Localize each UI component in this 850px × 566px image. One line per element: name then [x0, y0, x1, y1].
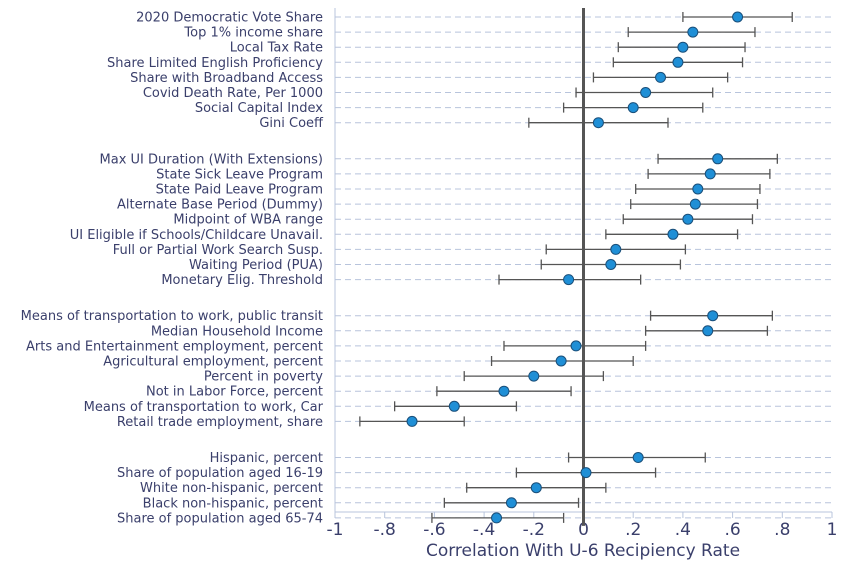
row-label-share-with-broadband-access: Share with Broadband Access [130, 71, 323, 86]
estimate-point-means-of-transportation-to-work-car [448, 400, 460, 412]
row-label-covid-death-rate-per-1000: Covid Death Rate, Per 1000 [143, 86, 323, 101]
row-label-state-paid-leave-program: State Paid Leave Program [156, 183, 323, 198]
x-tick-label: 0 [578, 520, 589, 540]
row-label-midpoint-of-wba-range: Midpoint of WBA range [173, 213, 323, 228]
row-label-waiting-period-pua: Waiting Period (PUA) [189, 258, 323, 273]
estimate-point-state-paid-leave-program [692, 183, 704, 195]
estimate-point-waiting-period-pua [605, 259, 617, 270]
estimate-point-covid-death-rate-per-1000 [640, 87, 652, 98]
row-label-alternate-base-period-dummy: Alternate Base Period (Dummy) [117, 198, 323, 213]
row-label-share-of-population-aged-65-74: Share of population aged 65-74 [117, 511, 323, 526]
x-tick-label: -.2 [523, 520, 545, 540]
confidence-interval-layer [359, 12, 793, 523]
estimate-point-black-non-hispanic-percent [505, 497, 517, 509]
estimate-point-white-non-hispanic-percent [530, 482, 542, 494]
estimate-point-share-of-population-aged-16-19 [580, 467, 592, 479]
row-label-percent-in-poverty: Percent in poverty [204, 370, 323, 385]
estimate-point-agricultural-employment-percent [555, 355, 567, 367]
row-label-social-capital-index: Social Capital Index [195, 101, 323, 116]
estimate-point-median-household-income [702, 325, 714, 337]
estimate-point-full-or-partial-work-search-susp [610, 243, 622, 255]
estimate-point-not-in-labor-force-percent [498, 385, 510, 397]
row-label-not-in-labor-force-percent: Not in Labor Force, percent [146, 385, 323, 400]
estimate-point-state-sick-leave-program [704, 168, 716, 180]
row-label-black-non-hispanic-percent: Black non-hispanic, percent [143, 496, 323, 511]
row-label-means-of-transportation-to-work-car: Means of transportation to work, Car [84, 400, 324, 415]
x-tick-label: .4 [675, 520, 691, 540]
x-tick-label: 1 [827, 520, 838, 540]
estimate-point-share-with-broadband-access [655, 71, 667, 83]
row-label-max-ui-duration-with-extensions: Max UI Duration (With Extensions) [100, 152, 323, 167]
x-tick-label: -.8 [374, 520, 396, 540]
x-tick-label: -1 [327, 520, 344, 540]
estimate-point-2020-democratic-vote-share [732, 11, 744, 23]
row-label-local-tax-rate: Local Tax Rate [230, 41, 323, 56]
row-label-monetary-elig-threshold: Monetary Elig. Threshold [161, 273, 323, 288]
row-label-hispanic-percent: Hispanic, percent [210, 451, 323, 466]
estimate-point-retail-trade-employment-share [406, 415, 418, 427]
x-tick-label: .2 [625, 520, 641, 540]
estimate-point-monetary-elig-threshold [563, 274, 575, 286]
estimate-point-means-of-transportation-to-work-public-transit [707, 310, 719, 322]
row-label-state-sick-leave-program: State Sick Leave Program [156, 167, 323, 182]
estimate-point-hispanic-percent [632, 452, 644, 463]
estimate-point-max-ui-duration-with-extensions [712, 153, 724, 165]
estimate-point-share-limited-english-proficiency [672, 56, 684, 68]
row-label-retail-trade-employment-share: Retail trade employment, share [117, 415, 323, 430]
row-label-means-of-transportation-to-work-public-transit: Means of transportation to work, public … [21, 309, 323, 324]
row-label-white-non-hispanic-percent: White non-hispanic, percent [140, 481, 323, 496]
row-label-arts-and-entertainment-employment-percent: Arts and Entertainment employment, perce… [26, 339, 323, 354]
row-label-gini-coeff: Gini Coeff [259, 116, 324, 131]
estimate-point-share-of-population-aged-65-74 [491, 512, 503, 524]
axis-layer: -1 -.8 -.6 -.4 -.2 0 .2 .4 .6 .8 1 [327, 8, 838, 540]
x-tick-label: -.4 [473, 520, 495, 540]
x-tick-label: -.6 [423, 520, 445, 540]
row-label-agricultural-employment-percent: Agricultural employment, percent [103, 355, 323, 370]
row-label-ui-eligible-if-schools-childcare-unavail: UI Eligible if Schools/Childcare Unavail… [70, 228, 323, 243]
row-label-share-of-population-aged-16-19: Share of population aged 16-19 [117, 466, 323, 481]
x-axis-label: Correlation With U-6 Recipiency Rate [426, 541, 740, 561]
estimate-point-midpoint-of-wba-range [682, 213, 694, 225]
estimate-point-gini-coeff [592, 117, 604, 129]
row-label-share-limited-english-proficiency: Share Limited English Proficiency [107, 56, 323, 71]
x-tick-label: .6 [724, 520, 740, 540]
estimate-point-top-1-income-share [687, 26, 699, 38]
estimate-point-ui-eligible-if-schools-childcare-unavail [667, 228, 679, 240]
estimate-point-local-tax-rate [677, 41, 689, 53]
estimate-point-arts-and-entertainment-employment-percent [570, 340, 582, 352]
row-label-2020-democratic-vote-share: 2020 Democratic Vote Share [136, 11, 323, 26]
estimate-point-social-capital-index [627, 102, 639, 114]
row-label-full-or-partial-work-search-susp: Full or Partial Work Search Susp. [113, 243, 323, 258]
estimate-point-percent-in-poverty [528, 370, 540, 382]
row-label-median-household-income: Median Household Income [151, 324, 323, 339]
row-label-top-1-income-share: Top 1% income share [183, 26, 323, 41]
estimate-point-layer [406, 11, 744, 524]
estimate-point-alternate-base-period-dummy [689, 198, 701, 210]
x-tick-label: .8 [774, 520, 790, 540]
